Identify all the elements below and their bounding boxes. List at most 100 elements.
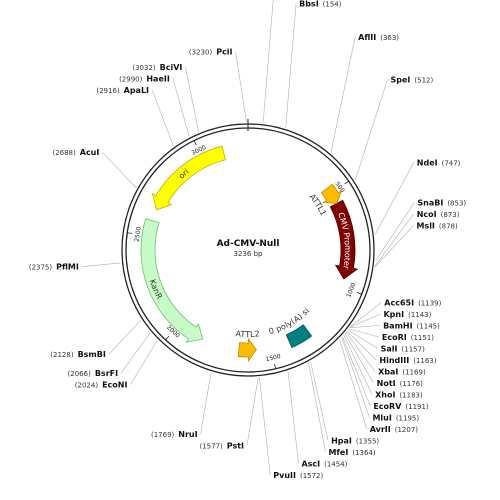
site-label-bcivi: (3032) BciVI <box>132 63 182 72</box>
site-spei: SpeI (512) <box>391 75 434 84</box>
site-position: (1176) <box>400 380 424 388</box>
feature-cmv-promoter: CMV Promoter <box>329 199 359 280</box>
site-position: (2066) <box>68 370 92 378</box>
leader-pcii <box>235 51 247 123</box>
site-name: XbaI <box>378 368 398 377</box>
site-name: NdeI <box>417 158 438 167</box>
site-name: Acc65I <box>384 299 414 308</box>
feature-shape-sv40-poly-a-signal <box>285 324 313 349</box>
site-sali: SalI (1157) <box>381 345 425 354</box>
site-label-kpni: KpnI (1143) <box>383 310 431 319</box>
feature-shape-ori <box>151 145 226 211</box>
leader-apali <box>151 89 174 147</box>
site-name: XhoI <box>375 391 395 400</box>
leader-sali <box>347 329 378 349</box>
site-pflmi: (2375) PflMI <box>29 263 79 272</box>
site-label-ecori: EcoRI (1151) <box>382 333 434 342</box>
leader-acui <box>102 152 137 189</box>
leader-hpai <box>310 361 329 441</box>
site-name: AflII <box>358 33 376 42</box>
site-label-pvuii: PvuII (1572) <box>273 471 323 480</box>
leader-msli <box>374 225 414 268</box>
site-bamhi: BamHI (1145) <box>383 322 440 331</box>
site-label-bsrfi: (2066) BsrFI <box>68 369 119 378</box>
site-leader-lines <box>81 0 415 476</box>
site-position: (1163) <box>413 357 437 365</box>
site-name: NotI <box>377 379 396 388</box>
feature-shape-attl2 <box>237 337 257 363</box>
site-name: PstI <box>227 441 244 450</box>
site-position: (747) <box>442 159 461 167</box>
site-label-mlui: MluI (1195) <box>372 414 419 423</box>
site-label-nrui: (1769) NruI <box>151 430 198 439</box>
site-psti: (1577) PstI <box>199 441 244 450</box>
tick-2500 <box>127 232 133 234</box>
leader-paci <box>262 0 274 123</box>
site-nrui: (1769) NruI <box>151 430 198 439</box>
site-name: BciVI <box>160 63 183 72</box>
site-name: PflMI <box>56 263 79 272</box>
site-name: MslI <box>416 221 434 230</box>
leader-xhoi <box>343 334 373 395</box>
site-position: (2688) <box>52 149 76 157</box>
site-name: AscI <box>301 460 320 469</box>
site-ndei: NdeI (747) <box>417 158 461 167</box>
restriction-sites: PacI(61)BbsI(154)AflII(363)SpeI(512)NdeI… <box>29 0 467 480</box>
site-ecori: EcoRI (1151) <box>382 333 434 342</box>
site-acc65i: Acc65I (1139) <box>384 299 441 308</box>
site-label-hindiii: HindIII (1163) <box>379 356 436 365</box>
leader-asci <box>287 371 299 464</box>
site-position: (2024) <box>75 382 99 390</box>
site-label-econi: (2024) EcoNI <box>75 381 128 390</box>
feature-kanr: KanR <box>140 218 204 343</box>
site-kpni: KpnI (1143) <box>383 310 431 319</box>
site-name: PciI <box>216 48 232 57</box>
site-name: BsmBI <box>78 350 106 359</box>
site-label-bsmbi: (2128) BsmBI <box>50 350 106 359</box>
leader-noti <box>344 333 374 384</box>
site-position: (1143) <box>408 311 432 319</box>
site-position: (1577) <box>199 442 223 450</box>
site-name: ApaLI <box>124 86 149 95</box>
site-position: (1195) <box>396 415 420 423</box>
site-position: (1191) <box>405 403 429 411</box>
site-ncoi: NcoI (873) <box>417 210 460 219</box>
site-pvuii: PvuII (1572) <box>273 471 323 480</box>
site-position: (1364) <box>352 449 376 457</box>
site-noti: NotI (1176) <box>377 379 424 388</box>
site-position: (2990) <box>119 75 143 83</box>
site-avrii: AvrII (1207) <box>370 425 419 434</box>
feature-attl2: ATTL2 <box>235 329 260 363</box>
site-name: EcoRV <box>373 402 402 411</box>
leader-ndei <box>374 162 415 235</box>
site-label-pflmi: (2375) PflMI <box>29 263 79 272</box>
site-position: (873) <box>441 211 460 219</box>
site-label-ndei: NdeI (747) <box>417 158 461 167</box>
site-label-hpai: HpaI (1355) <box>331 437 379 446</box>
leader-snabi <box>375 202 415 262</box>
site-name: MluI <box>372 414 391 423</box>
site-position: (2916) <box>96 87 120 95</box>
site-label-haeii: (2990) HaeII <box>119 74 170 83</box>
site-name: NruI <box>178 430 197 439</box>
site-name: BbsI <box>299 0 319 8</box>
leader-bcivi <box>185 66 199 132</box>
site-name: EcoNI <box>102 381 127 390</box>
site-name: MfeI <box>328 448 348 457</box>
site-name: BamHI <box>383 322 413 331</box>
feature-ori: ori <box>151 145 226 211</box>
site-label-spei: SpeI (512) <box>391 75 434 84</box>
site-pcii: (3230) PciI <box>189 48 233 57</box>
tick-3000 <box>193 140 197 146</box>
site-mlui: MluI (1195) <box>372 414 419 423</box>
site-xbai: XbaI (1169) <box>378 368 426 377</box>
site-name: KpnI <box>383 310 404 319</box>
site-label-msli: MslI (878) <box>416 221 458 230</box>
site-xhoi: XhoI (1183) <box>375 391 423 400</box>
leader-pvuii <box>259 377 271 476</box>
site-label-xbai: XbaI (1169) <box>378 368 426 377</box>
site-bsmbi: (2128) BsmBI <box>50 350 106 359</box>
plasmid-name: Ad-CMV-Null <box>217 239 280 249</box>
